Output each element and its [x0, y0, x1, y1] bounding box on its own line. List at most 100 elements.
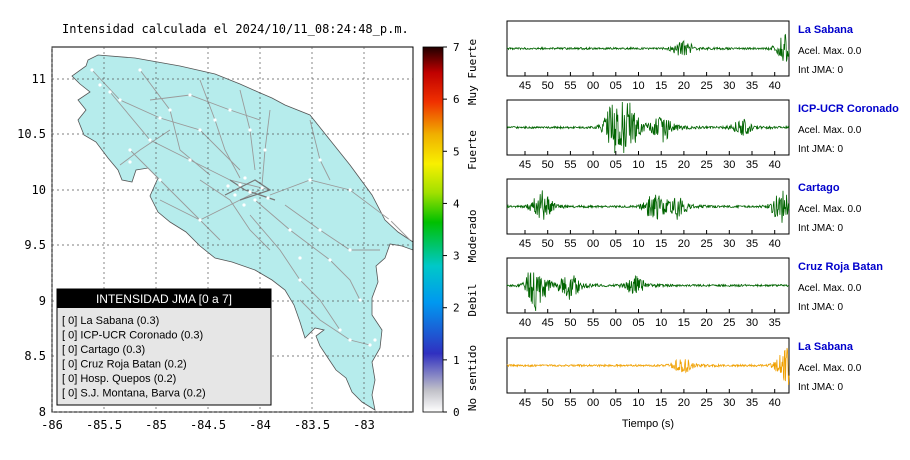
- colorbar-tick-label: 4: [453, 197, 460, 210]
- waveform-tick-label: 00: [587, 159, 599, 171]
- town-marker: [358, 298, 362, 302]
- road: [149, 94, 261, 121]
- waveform-trace: [506, 272, 790, 312]
- colorbar-category-label: Muy Fuerte: [466, 39, 479, 105]
- legend-item: [ 0] Hosp. Quepos (0.2): [62, 373, 176, 385]
- waveform-panel: 40 45 50 55 00 05 10 15 20 25 30 35 Cruz Roja Batan A…: [506, 257, 883, 329]
- map-x-tick-label: -83: [353, 418, 375, 432]
- town-marker: [108, 90, 112, 94]
- waveform-tick-label: 30: [723, 238, 735, 250]
- town-marker: [138, 68, 142, 72]
- waveform-tick-label: 15: [655, 397, 667, 409]
- waveform-tick-label: 45: [519, 397, 531, 409]
- colorbar-category-label: Moderado: [466, 210, 479, 263]
- colorbar: 7 6 5 4 3 2 1 0 Muy Fuerte Fuerte Moderado Debil No…: [422, 39, 479, 419]
- map-y-tick-label: 11: [32, 72, 46, 86]
- town-marker: [348, 338, 352, 342]
- town-marker: [188, 93, 192, 97]
- waveform-tick-label: 55: [564, 80, 576, 92]
- waveform-tick-label: 55: [564, 238, 576, 250]
- waveform-panels: 45 50 55 00 05 10 15 20 25 30 35 40 La Sabana Acel. M…: [506, 20, 899, 409]
- town-marker: [260, 186, 264, 190]
- town-marker: [158, 116, 162, 120]
- waveform-tick-label: 15: [655, 80, 667, 92]
- waveform-tick-label: 10: [632, 397, 644, 409]
- waveform-tick-label: 00: [587, 80, 599, 92]
- waveform-tick-label: 45: [542, 317, 554, 329]
- legend-item: [ 0] La Sabana (0.3): [62, 315, 159, 327]
- colorbar-category-labels: Muy Fuerte Fuerte Moderado Debil No sentido: [466, 39, 479, 411]
- town-marker: [298, 256, 302, 260]
- colorbar-category-label: No sentido: [466, 345, 479, 411]
- town-marker: [266, 196, 270, 200]
- waveform-tick-label: 20: [678, 159, 690, 171]
- town-marker: [248, 128, 252, 132]
- legend-item: [ 0] ICP-UCR Coronado (0.3): [62, 330, 203, 342]
- waveform-tick-label: 25: [700, 159, 712, 171]
- waveform-tick-label: 20: [678, 397, 690, 409]
- waveform-tick-label: 45: [519, 80, 531, 92]
- town-marker: [98, 83, 102, 87]
- legend-item: [ 0] Cruz Roja Batan (0.2): [62, 359, 187, 371]
- station-name: La Sabana: [798, 24, 854, 36]
- colorbar-tick-label: 1: [453, 354, 460, 367]
- town-marker: [168, 108, 172, 112]
- station-acel-max: Acel. Max. 0.0: [798, 283, 862, 294]
- waveform-tick-label: 20: [678, 80, 690, 92]
- town-marker: [243, 176, 247, 180]
- town-marker: [188, 158, 192, 162]
- town-marker: [388, 218, 392, 222]
- town-marker: [263, 148, 267, 152]
- map-x-axis: -86 -85.5 -85 -84.5 -84 -83.5 -83: [41, 418, 375, 432]
- waveform-tick-label: 00: [587, 397, 599, 409]
- waveform-tick-label: 40: [769, 159, 781, 171]
- waveform-tick-label: 05: [610, 397, 622, 409]
- map-x-tick-label: -84.5: [190, 418, 226, 432]
- town-marker: [198, 218, 202, 222]
- waveform-tick-label: 25: [723, 317, 735, 329]
- waveform-panel: 45 50 55 00 05 10 15 20 25 30 35 40 ICP-UCR Coronado…: [506, 99, 899, 171]
- road-urban: [224, 179, 272, 201]
- town-marker: [226, 184, 230, 188]
- waveform-tick-label: 40: [769, 238, 781, 250]
- waveform-tick-label: 30: [723, 397, 735, 409]
- waveform-tick-label: 35: [769, 317, 781, 329]
- map-y-tick-label: 8: [39, 405, 46, 419]
- waveform-tick-label: 05: [610, 238, 622, 250]
- map-x-tick-label: -85.5: [86, 418, 122, 432]
- town-marker: [233, 193, 237, 197]
- map-x-tick-label: -85: [145, 418, 167, 432]
- colorbar-tick-label: 5: [453, 145, 460, 158]
- town-marker: [338, 328, 342, 332]
- waveform-tick-label: 40: [519, 317, 531, 329]
- waveform-tick-label: 55: [587, 317, 599, 329]
- waveform-tick-label: 50: [542, 238, 554, 250]
- town-marker: [242, 203, 246, 207]
- colorbar-tick-label: 2: [453, 302, 460, 315]
- town-marker: [198, 128, 202, 132]
- waveform-tick-label: 05: [610, 159, 622, 171]
- town-marker: [128, 148, 132, 152]
- waveform-tick-label: 00: [587, 238, 599, 250]
- road: [119, 129, 171, 166]
- road: [199, 79, 241, 179]
- colorbar-tick-label: 3: [453, 250, 460, 263]
- waveform-trace: [506, 347, 790, 385]
- road: [129, 149, 221, 241]
- intensity-legend: INTENSIDAD JMA [0 a 7] [ 0] La Sabana (0…: [56, 288, 272, 406]
- colorbar-category-label: Debil: [466, 283, 479, 316]
- town-marker: [348, 188, 352, 192]
- waveform-tick-label: 10: [655, 317, 667, 329]
- town-marker: [148, 138, 152, 142]
- waveform-tick-label: 30: [746, 317, 758, 329]
- map-y-tick-label: 10: [32, 183, 46, 197]
- waveform-tick-label: 45: [519, 238, 531, 250]
- map-x-tick-label: -84: [249, 418, 271, 432]
- waveform-tick-label: 30: [723, 80, 735, 92]
- waveform-tick-label: 20: [678, 238, 690, 250]
- town-marker: [118, 98, 122, 102]
- map-y-tick-label: 9.5: [24, 238, 46, 252]
- station-int-jma: Int JMA: 0: [798, 302, 843, 313]
- station-int-jma: Int JMA: 0: [798, 65, 843, 76]
